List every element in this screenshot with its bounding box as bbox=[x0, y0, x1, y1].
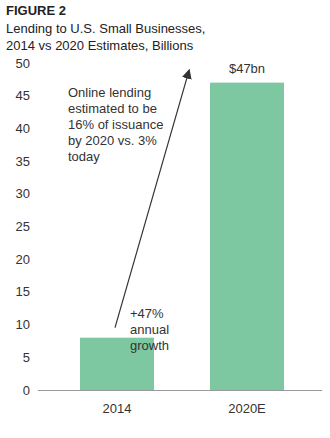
y-tick bbox=[36, 357, 38, 358]
y-tick-label: 15 bbox=[16, 284, 30, 299]
text-line: growth bbox=[130, 338, 169, 353]
y-tick bbox=[36, 95, 38, 96]
y-tick-label: 45 bbox=[16, 88, 30, 103]
text-line: Lending to U.S. Small Businesses, bbox=[6, 21, 205, 36]
x-tick-label: 2020E bbox=[228, 401, 266, 416]
y-tick bbox=[36, 193, 38, 194]
arrow bbox=[115, 71, 189, 328]
y-tick-label: 5 bbox=[23, 350, 30, 365]
annotation: +47%annualgrowth bbox=[130, 306, 169, 353]
text-line: 2014 vs 2020 Estimates, Billions bbox=[6, 38, 194, 53]
text-line: +47% bbox=[130, 306, 164, 321]
subtitle: Lending to U.S. Small Businesses, 2014 vs… bbox=[6, 21, 205, 53]
y-tick-label: 10 bbox=[16, 317, 30, 332]
text-line: annual bbox=[130, 322, 169, 337]
annotation: $47bn bbox=[229, 61, 265, 76]
annotation: Online lendingestimated to be16% of issu… bbox=[68, 85, 163, 164]
y-tick bbox=[36, 259, 38, 260]
y-tick-label: 50 bbox=[16, 56, 30, 71]
text-line: today bbox=[68, 149, 100, 164]
x-tick-label: 2014 bbox=[103, 401, 132, 416]
text-line: Online lending bbox=[68, 85, 151, 100]
y-tick bbox=[36, 324, 38, 325]
x-axis-line bbox=[38, 390, 322, 391]
chart-container: FIGURE 2 Lending to U.S. Small Businesses… bbox=[0, 0, 330, 438]
y-tick bbox=[36, 390, 38, 391]
y-tick-label: 35 bbox=[16, 154, 30, 169]
y-tick bbox=[36, 291, 38, 292]
y-tick bbox=[36, 63, 38, 64]
title: FIGURE 2 bbox=[6, 3, 66, 18]
text-line: by 2020 vs. 3% bbox=[68, 133, 157, 148]
y-tick bbox=[36, 128, 38, 129]
y-tick-label: 0 bbox=[23, 383, 30, 398]
bar bbox=[210, 83, 284, 390]
y-tick-label: 20 bbox=[16, 252, 30, 267]
y-axis: 0 5 10 15 20 25 30 35 40 45 50 bbox=[16, 56, 38, 398]
y-tick bbox=[36, 226, 38, 227]
y-tick-label: 40 bbox=[16, 121, 30, 136]
y-tick-label: 25 bbox=[16, 219, 30, 234]
y-tick bbox=[36, 161, 38, 162]
text-line: 16% of issuance bbox=[68, 117, 163, 132]
chart-svg: FIGURE 2 Lending to U.S. Small Businesses… bbox=[0, 0, 330, 438]
text-line: estimated to be bbox=[68, 101, 157, 116]
y-tick-label: 30 bbox=[16, 186, 30, 201]
